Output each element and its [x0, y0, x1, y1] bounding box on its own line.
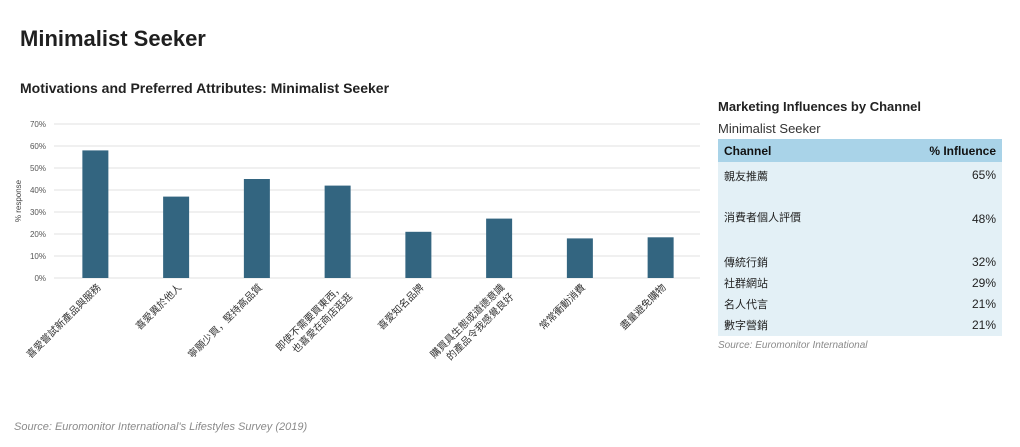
row-channel: 親友推薦 [718, 162, 869, 206]
row-channel: 名人代言 [718, 293, 869, 314]
table-row: 名人代言 21% [718, 293, 1002, 314]
x-category-label: 即使不需要買東西，也喜愛在商店逛逛 [273, 281, 355, 363]
row-value: 48% [868, 206, 1002, 252]
chart-source: Source: Euromonitor International's Life… [14, 421, 308, 433]
bar-chart: 0% 10% 20% 30% 40% 50% 60% 70% % response 喜愛嘗試新產品… [14, 120, 700, 370]
bar [566, 238, 593, 278]
bar [647, 237, 674, 278]
table-source: Source: Euromonitor International [718, 340, 868, 351]
y-tick-label: 70% [30, 120, 46, 129]
row-value: 32% [868, 252, 1002, 272]
x-category-label: 常常衝動消費 [536, 281, 588, 333]
row-channel: 社群網站 [718, 272, 869, 293]
bar [486, 218, 513, 278]
x-category-label: 寧願少買，堅持高品質 [185, 281, 265, 361]
influence-table: Channel % Influence 親友推薦 65% 消費者個人評價 48%… [718, 139, 1002, 336]
row-channel: 傳統行銷 [718, 252, 869, 272]
bar [243, 179, 270, 278]
row-value: 65% [868, 162, 1002, 206]
y-tick-label: 20% [30, 230, 46, 239]
table-row: 數字營銷 21% [718, 314, 1002, 336]
table-title: Marketing Influences by Channel [718, 99, 921, 114]
x-category-label: 盡量避免購物 [617, 281, 669, 333]
y-tick-label: 60% [30, 142, 46, 151]
table-subtitle: Minimalist Seeker [718, 121, 821, 136]
header-channel: Channel [718, 139, 869, 162]
bar [82, 150, 109, 278]
y-tick-label: 40% [30, 186, 46, 195]
row-channel: 數字營銷 [718, 314, 869, 336]
table-row: 消費者個人評價 48% [718, 206, 1002, 252]
row-value: 29% [868, 272, 1002, 293]
y-axis-label: % response [14, 179, 23, 222]
row-value: 21% [868, 314, 1002, 336]
y-tick-label: 10% [30, 252, 46, 261]
table-row: 傳統行銷 32% [718, 252, 1002, 272]
y-tick-label: 0% [34, 274, 46, 283]
header-influence: % Influence [868, 139, 1002, 162]
row-value: 21% [868, 293, 1002, 314]
bar [405, 231, 432, 278]
x-category-label: 喜愛異於他人 [133, 281, 185, 333]
table-row: 社群網站 29% [718, 272, 1002, 293]
x-category-label: 喜愛嘗試新產品與服務 [24, 281, 104, 361]
table-header-row: Channel % Influence [718, 139, 1002, 162]
page-title: Minimalist Seeker [20, 26, 206, 51]
chart-title: Motivations and Preferred Attributes: Mi… [20, 80, 390, 96]
row-channel: 消費者個人評價 [718, 206, 869, 252]
bar [324, 185, 351, 278]
y-tick-label: 30% [30, 208, 46, 217]
table-row: 親友推薦 65% [718, 162, 1002, 206]
x-category-label: 喜愛知名品牌 [375, 281, 427, 333]
influence-table-panel: Marketing Influences by Channel Minimali… [718, 99, 1002, 351]
bar [163, 196, 190, 278]
y-tick-label: 50% [30, 164, 46, 173]
x-category-label: 購買具生態或道德意識的產品令我感覺良好 [427, 281, 516, 370]
